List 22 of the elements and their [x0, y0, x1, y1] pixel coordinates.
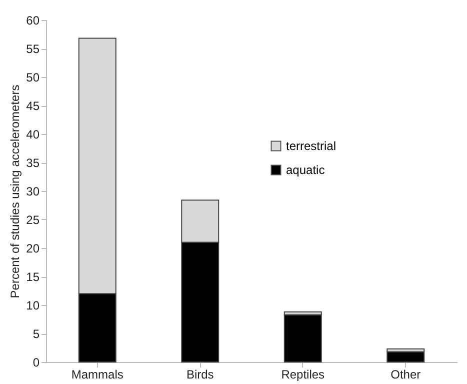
y-tick-label: 50 — [26, 70, 40, 84]
bar — [284, 314, 322, 362]
y-tick-label: 55 — [26, 42, 40, 56]
y-tick-label: 40 — [26, 128, 40, 142]
x-tick-label: Reptiles — [281, 368, 325, 382]
y-tick-label: 10 — [26, 298, 40, 312]
y-tick-label: 25 — [26, 213, 40, 227]
y-tick-label: 15 — [26, 270, 40, 284]
y-tick-label: 0 — [32, 356, 40, 370]
y-axis-title: Percent of studies using accelerometers — [8, 84, 22, 298]
y-tick-label: 45 — [26, 99, 40, 113]
y-tick-label: 60 — [26, 14, 40, 28]
bar — [386, 351, 425, 362]
y-tick-label: 20 — [26, 242, 40, 256]
x-tick-label: Mammals — [71, 368, 124, 382]
y-tick-label: 35 — [26, 156, 40, 170]
y-tick-label: 5 — [32, 327, 40, 341]
legend-label: aquatic — [286, 163, 325, 177]
legend-label: terrestrial — [286, 139, 336, 153]
x-tick-label: Birds — [186, 368, 214, 382]
y-tick-label: 30 — [26, 184, 40, 198]
x-tick-label: Other — [390, 368, 421, 382]
